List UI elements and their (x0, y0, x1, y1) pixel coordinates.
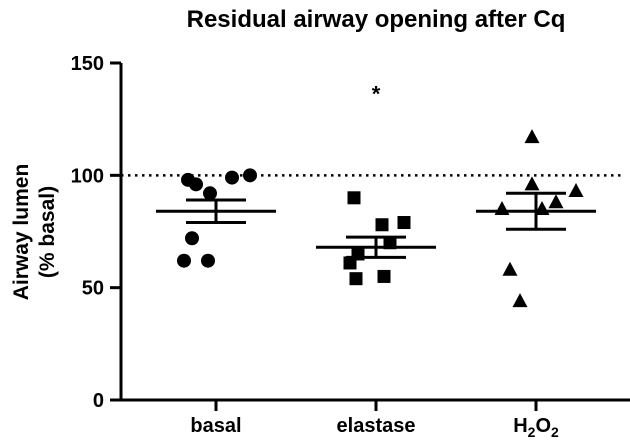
error-bars (156, 191, 596, 259)
data-point-triangle (524, 129, 540, 144)
data-point-triangle (548, 194, 564, 209)
y-ticks: 0 50 100 150 (71, 53, 121, 412)
data-point-square (349, 272, 363, 286)
data-point-circle (189, 177, 203, 192)
x-tick-label: H2O2 (513, 415, 559, 440)
data-point-circle (201, 253, 215, 268)
data-point-triangle (512, 293, 528, 308)
data-point-circle (203, 186, 217, 201)
data-point-triangle (494, 201, 510, 216)
data-point-triangle (502, 261, 518, 276)
data-point-square (397, 216, 411, 230)
x-ticks: basal elastase H2O2 (190, 400, 559, 440)
data-points (177, 129, 584, 308)
y-tick-label: 100 (71, 165, 104, 187)
data-point-circle (243, 168, 257, 183)
x-tick-label: elastase (337, 415, 416, 437)
annotations: * (372, 82, 381, 107)
data-point-triangle (524, 176, 540, 191)
data-point-square (377, 269, 391, 283)
x-tick-label: basal (190, 415, 241, 437)
significance-marker: * (372, 82, 381, 107)
data-point-square (347, 191, 361, 205)
data-point-circle (177, 253, 191, 268)
data-point-circle (185, 231, 199, 246)
data-point-square (343, 256, 357, 270)
data-point-triangle (568, 183, 584, 198)
y-tick-label: 0 (93, 390, 104, 412)
y-tick-label: 50 (82, 278, 104, 300)
chart-title: Residual airway opening after Cq (187, 6, 566, 33)
y-tick-label: 150 (71, 53, 104, 75)
y-axis-title-line1: Airway lumen (10, 164, 33, 301)
data-point-square (375, 218, 389, 232)
data-point-circle (225, 170, 239, 185)
y-axis-title-line2: (% basal) (36, 186, 59, 278)
